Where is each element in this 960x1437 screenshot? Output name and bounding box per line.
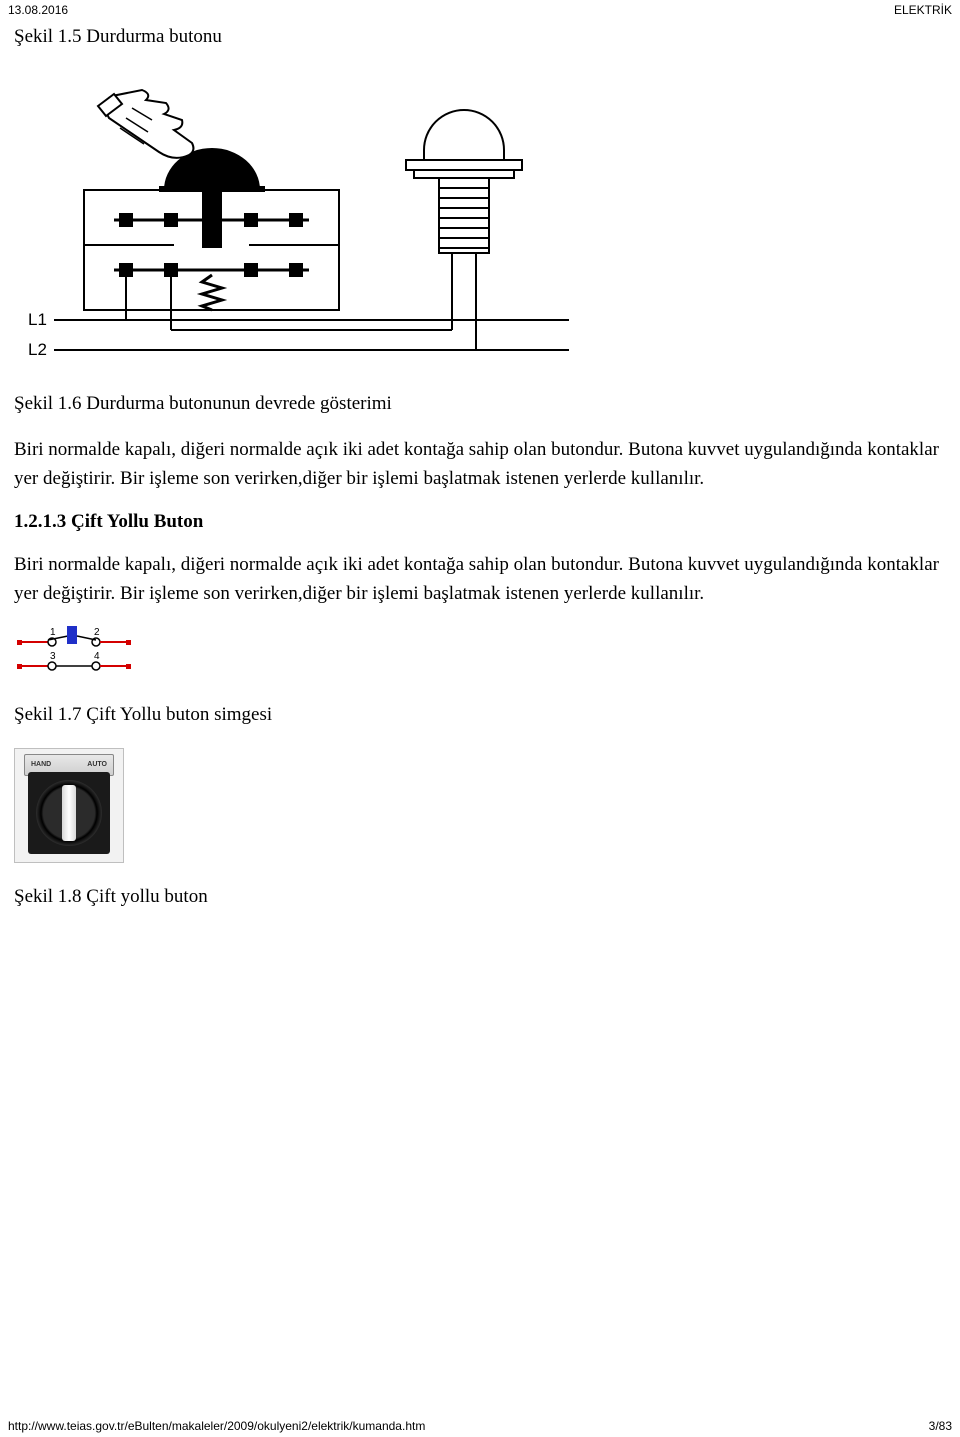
switch-label-left: HAND: [31, 761, 51, 768]
figure-1-7: 1 2 3 4: [14, 626, 946, 681]
footer-page: 3/83: [929, 1419, 952, 1433]
photo-selector-switch: HAND AUTO: [14, 748, 124, 863]
header-date: 13.08.2016: [8, 3, 68, 17]
svg-text:2: 2: [94, 627, 100, 638]
symbol-double-throw-button: 1 2 3 4: [14, 626, 134, 681]
page-body: Şekil 1.5 Durdurma butonu L1 L2: [0, 19, 960, 959]
caption-fig-1-6: Şekil 1.6 Durdurma butonunun devrede gös…: [14, 390, 946, 419]
caption-fig-1-5: Şekil 1.5 Durdurma butonu: [14, 23, 946, 52]
label-l2: L2: [28, 340, 47, 359]
svg-text:3: 3: [50, 651, 56, 662]
caption-fig-1-8: Şekil 1.8 Çift yollu buton: [14, 883, 946, 912]
svg-text:1: 1: [50, 627, 56, 638]
caption-fig-1-7: Şekil 1.7 Çift Yollu buton simgesi: [14, 701, 946, 730]
page-header: 13.08.2016 ELEKTRİK: [0, 0, 960, 19]
figure-1-8: HAND AUTO: [14, 748, 946, 863]
page-footer: http://www.teias.gov.tr/eBulten/makalele…: [0, 1419, 960, 1433]
heading-1-2-1-3: 1.2.1.3 Çift Yollu Buton: [14, 511, 946, 533]
switch-label-right: AUTO: [87, 761, 107, 768]
paragraph-a: Biri normalde kapalı, diğeri normalde aç…: [14, 436, 946, 493]
hand-icon: [98, 90, 193, 158]
paragraph-b: Biri normalde kapalı, diğeri normalde aç…: [14, 551, 946, 608]
label-l1: L1: [28, 310, 47, 329]
diagram-button-lamp-circuit: L1 L2: [14, 70, 604, 370]
figure-1-6: L1 L2: [14, 70, 946, 370]
header-title: ELEKTRİK: [894, 3, 952, 17]
svg-text:4: 4: [94, 651, 100, 662]
footer-url: http://www.teias.gov.tr/eBulten/makalele…: [8, 1419, 425, 1433]
